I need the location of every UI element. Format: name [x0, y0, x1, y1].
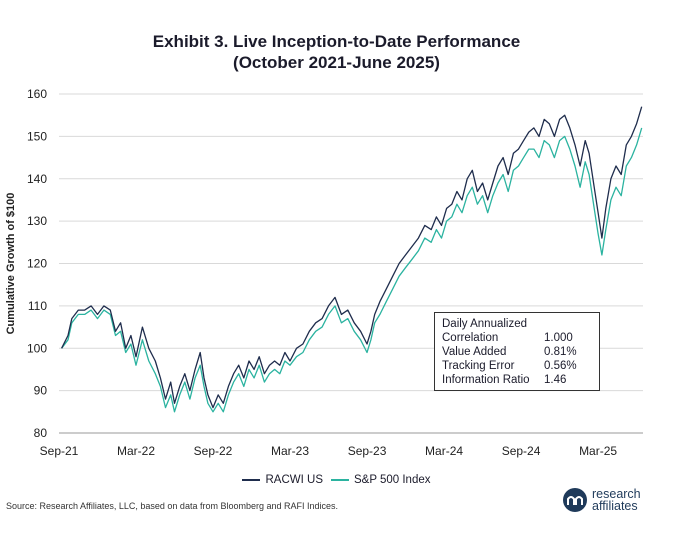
stats-header: Daily Annualized	[442, 318, 528, 330]
logo-line1: research	[592, 487, 641, 501]
legend-swatch	[330, 479, 349, 481]
logo-text: research affiliates	[592, 487, 641, 513]
series-line-racwi	[61, 106, 643, 409]
stats-row: Information Ratio 1.46	[442, 373, 592, 387]
stats-value: 0.56%	[544, 360, 577, 372]
x-tick-label: Sep-22	[194, 444, 233, 458]
stats-value: 1.000	[544, 332, 573, 344]
legend-item-sp500: S&P 500 Index	[330, 474, 431, 486]
chart-legend: RACWI US S&P 500 Index	[0, 474, 673, 486]
y-tick-label: 160	[27, 87, 47, 101]
y-tick-label: 110	[28, 299, 47, 313]
series-lines	[61, 106, 643, 413]
stats-label: Correlation	[442, 332, 499, 344]
stats-value: 0.81%	[544, 346, 577, 358]
stats-label: Tracking Error	[442, 360, 515, 372]
x-tick-label: Sep-21	[40, 444, 79, 458]
logo-mark-icon	[563, 488, 587, 512]
legend-item-racwi: RACWI US	[242, 474, 323, 486]
legend-label: S&P 500 Index	[353, 474, 431, 486]
series-line-sp500	[61, 127, 643, 413]
stats-row: Value Added 0.81%	[442, 345, 592, 359]
x-tick-label: Sep-23	[348, 444, 387, 458]
statistics-box: Daily Annualized Correlation 1.000 Value …	[434, 312, 600, 391]
stats-label: Value Added	[442, 346, 507, 358]
y-tick-label: 120	[27, 257, 47, 271]
chart-title-line2: (October 2021-June 2025)	[233, 53, 440, 72]
brand-logo: research affiliates	[563, 488, 641, 512]
x-tick-label: Mar-25	[579, 444, 617, 458]
logo-line2: affiliates	[592, 499, 638, 513]
x-tick-label: Sep-24	[502, 444, 541, 458]
y-tick-labels: 80 90 100 110 120 130 140 150 160	[27, 87, 47, 440]
source-note: Source: Research Affiliates, LLC, based …	[6, 501, 339, 511]
stats-value: 1.46	[544, 374, 567, 386]
y-tick-label: 90	[34, 384, 48, 398]
x-tick-label: Mar-23	[271, 444, 309, 458]
legend-swatch	[242, 479, 261, 481]
legend-label: RACWI US	[265, 474, 323, 486]
stats-row: Correlation 1.000	[442, 331, 592, 345]
x-tick-label: Mar-24	[425, 444, 463, 458]
y-tick-label: 140	[27, 172, 47, 186]
y-tick-label: 150	[27, 129, 47, 143]
stats-row: Tracking Error 0.56%	[442, 359, 592, 373]
y-tick-label: 80	[34, 426, 48, 440]
stats-label: Information Ratio	[442, 374, 530, 386]
x-tick-label: Mar-22	[117, 444, 155, 458]
y-axis-label: Cumulative Growth of $100	[5, 193, 17, 335]
y-tick-label: 130	[27, 214, 47, 228]
x-tick-labels: Sep-21 Mar-22 Sep-22 Mar-23 Sep-23 Mar-24 Sep-…	[40, 444, 618, 458]
chart-title-line1: Exhibit 3. Live Inception-to-Date Perfor…	[152, 32, 521, 51]
y-tick-label: 100	[27, 341, 47, 355]
